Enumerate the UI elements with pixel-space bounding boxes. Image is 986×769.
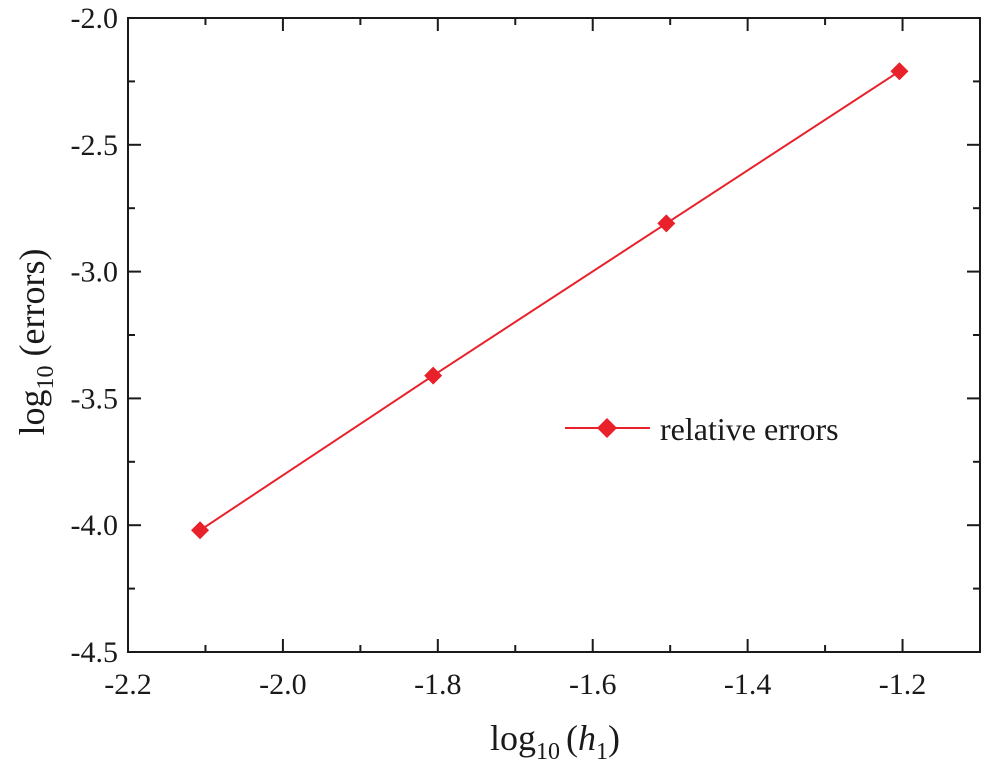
data-point	[657, 214, 676, 233]
x-axis-title-log: log	[490, 718, 536, 758]
series-line	[199, 70, 900, 532]
x-axis-title-paren-close: )	[608, 718, 620, 758]
x-axis-title-sub: 10	[536, 739, 560, 765]
legend-marker	[597, 418, 617, 438]
y-tick-label: -2.5	[71, 129, 119, 162]
x-axis-title: log10 (h1)	[490, 718, 620, 765]
data-point	[424, 366, 443, 385]
y-axis-title-rest: (errors)	[12, 249, 52, 366]
x-axis-title-var: h	[578, 718, 596, 758]
data-point	[191, 521, 210, 540]
x-tick-label: -1.2	[879, 668, 927, 701]
y-tick-label: -4.0	[71, 509, 119, 542]
plot-frame	[127, 17, 981, 653]
legend-label: relative errors	[660, 411, 839, 447]
y-axis-title-log: log	[12, 389, 52, 435]
y-tick-label: -3.0	[71, 256, 119, 289]
axis-ticks: -2.2 -2.0 -1.8 -1.6 -1.4 -1.2 -4.5 -4.0 -3.5 -3.0…	[71, 2, 980, 701]
series-layer	[191, 62, 909, 540]
x-tick-label: -1.6	[569, 668, 617, 701]
x-axis-title-var-sub: 1	[596, 739, 608, 765]
data-point	[890, 62, 909, 81]
x-tick-label: -1.8	[414, 668, 462, 701]
legend: relative errors	[565, 411, 839, 447]
y-tick-label: -4.5	[71, 636, 119, 669]
x-tick-label: -1.4	[724, 668, 772, 701]
y-tick-label: -3.5	[71, 382, 119, 415]
x-axis-title-paren-open: (	[566, 718, 578, 758]
y-axis-title: log10 (errors)	[12, 249, 59, 436]
y-tick-label: -2.0	[71, 2, 119, 35]
y-axis-title-sub: 10	[33, 365, 59, 389]
x-tick-label: -2.0	[259, 668, 307, 701]
x-tick-label: -2.2	[104, 668, 152, 701]
